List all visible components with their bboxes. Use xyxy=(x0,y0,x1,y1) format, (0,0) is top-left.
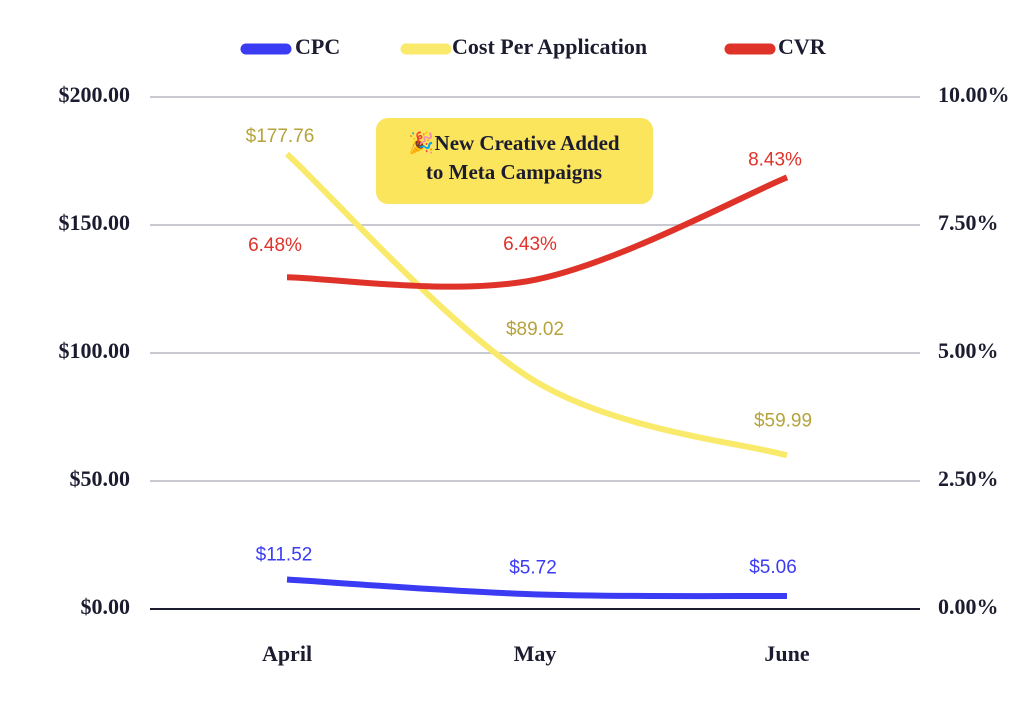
legend-label: Cost Per Application xyxy=(452,34,647,59)
data-label: $5.72 xyxy=(509,557,557,578)
data-label: $5.06 xyxy=(749,557,797,578)
legend-label: CVR xyxy=(778,34,827,59)
series-line xyxy=(286,174,789,290)
y2-tick-label: 10.00% xyxy=(938,82,1010,107)
data-label: 6.43% xyxy=(503,234,557,255)
data-label: 6.48% xyxy=(248,235,302,256)
y-tick-label: $0.00 xyxy=(81,594,131,619)
series-line xyxy=(284,151,788,459)
legend-label: CPC xyxy=(295,34,340,59)
y2-tick-label: 0.00% xyxy=(938,594,999,619)
data-label: $89.02 xyxy=(506,319,564,340)
series-line xyxy=(286,576,788,600)
annotation-line: to Meta Campaigns xyxy=(426,160,602,184)
y-tick-label: $200.00 xyxy=(59,82,131,107)
data-label: $11.52 xyxy=(256,545,313,566)
data-label: $177.76 xyxy=(246,126,315,147)
y2-tick-label: 2.50% xyxy=(938,466,999,491)
annotation-box xyxy=(376,118,653,204)
data-label: $59.99 xyxy=(754,410,812,431)
y-tick-label: $100.00 xyxy=(59,338,131,363)
y2-tick-label: 5.00% xyxy=(938,338,999,363)
x-tick-label: June xyxy=(764,641,809,666)
y-tick-label: $50.00 xyxy=(70,466,131,491)
data-label: 8.43% xyxy=(748,149,802,170)
annotation-line: 🎉New Creative Added xyxy=(408,130,620,156)
x-tick-label: April xyxy=(262,641,312,666)
x-tick-label: May xyxy=(514,641,557,666)
y-tick-label: $150.00 xyxy=(59,210,131,235)
y2-tick-label: 7.50% xyxy=(938,210,999,235)
